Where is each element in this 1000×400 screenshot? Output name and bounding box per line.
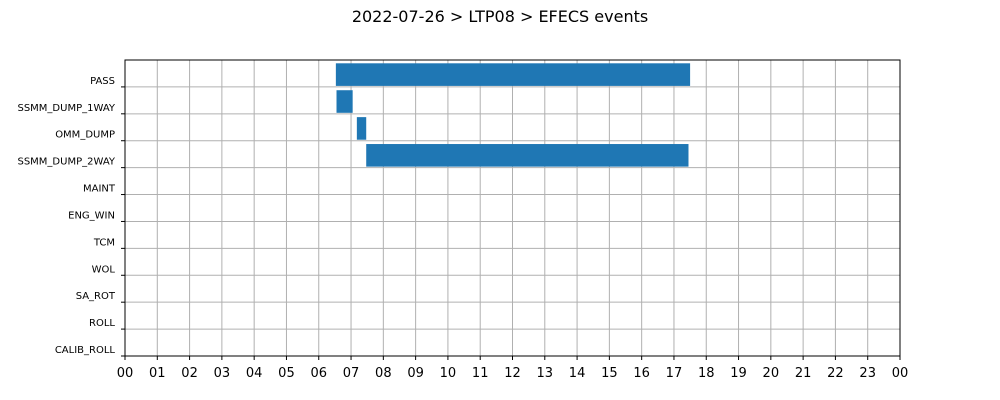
grid [124,60,901,357]
x-tick-label: 02 [181,366,198,381]
x-tick-label: 23 [859,366,876,381]
chart-title: 2022-07-26 > LTP08 > EFECS events [352,7,648,26]
x-tick-label: 21 [795,366,812,381]
x-tick-label: 04 [246,366,263,381]
x-tick-label: 19 [730,366,747,381]
x-tick-label: 18 [698,366,715,381]
x-tick-label: 00 [117,366,134,381]
y-tick-label: OMM_DUMP [55,130,115,141]
y-tick-label: ENG_WIN [68,210,115,221]
event-bar [335,63,691,86]
x-tick-label: 06 [310,366,327,381]
y-tick-label: MAINT [83,184,116,195]
x-tick-label: 08 [375,366,392,381]
x-tick-label: 09 [407,366,424,381]
y-tick-label: TCM [93,237,115,248]
y-tick-label: SSMM_DUMP_2WAY [17,157,115,168]
x-tick-label: 00 [892,366,909,381]
y-tick-label: PASS [90,76,115,87]
x-tick-label: 22 [827,366,844,381]
x-tick-label: 14 [569,366,586,381]
x-tick-label: 03 [214,366,231,381]
x-tick-label: 10 [440,366,457,381]
y-tick-label: ROLL [89,318,115,329]
x-tick-label: 16 [633,366,650,381]
y-tick-label: CALIB_ROLL [55,345,116,356]
y-tick-label: SSMM_DUMP_1WAY [17,103,115,114]
x-axis: 00 01 02 03 04 05 06 07 08 09 10 11 12 13 14 15 16 17 18 19… [117,356,909,381]
event-bar [356,117,367,140]
x-tick-label: 07 [343,366,360,381]
x-tick-label: 12 [504,366,521,381]
y-tick-label: WOL [92,264,116,275]
x-tick-label: 05 [278,366,295,381]
x-tick-label: 17 [666,366,683,381]
y-axis: PASS SSMM_DUMP_1WAY OMM_DUMP SSMM_DUMP_2WAY… [17,76,125,357]
event-bar [366,144,689,167]
x-tick-label: 20 [763,366,780,381]
y-tick-label: SA_ROT [76,291,116,302]
x-tick-label: 15 [601,366,618,381]
x-tick-label: 13 [537,366,554,381]
x-tick-label: 01 [149,366,166,381]
event-bars [335,63,691,167]
x-tick-label: 11 [472,366,489,381]
event-bar [336,90,353,113]
